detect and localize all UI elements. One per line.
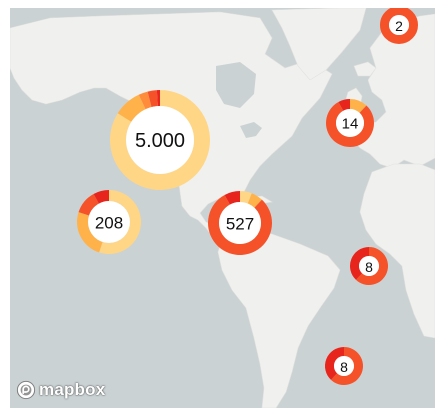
cluster-count-label: 8 bbox=[340, 359, 348, 375]
cluster-segment bbox=[350, 99, 367, 113]
cluster-marker-western-europe[interactable]: 14 bbox=[326, 99, 375, 147]
landmass-greenland bbox=[271, 8, 367, 81]
cluster-count-label: 5.000 bbox=[135, 130, 185, 152]
cluster-segment bbox=[99, 190, 141, 254]
cluster-count-label: 14 bbox=[342, 116, 359, 133]
cluster-segment bbox=[240, 191, 252, 204]
cluster-count-label: 2 bbox=[395, 18, 403, 34]
cluster-segment bbox=[247, 193, 262, 208]
mapbox-wordmark: mapbox bbox=[39, 380, 106, 399]
cluster-center bbox=[359, 256, 379, 276]
great-lakes bbox=[240, 122, 262, 138]
cluster-segment bbox=[76, 212, 103, 253]
cluster-segment bbox=[93, 190, 109, 204]
cluster-marker-central-america[interactable]: 527 bbox=[208, 191, 272, 255]
cluster-center bbox=[389, 15, 409, 35]
cluster-segment bbox=[109, 90, 211, 190]
cluster-marker-north-pacific[interactable]: 5.000 bbox=[109, 90, 211, 190]
landmass-africa bbox=[359, 163, 435, 339]
cluster-center bbox=[126, 106, 194, 174]
cluster-marker-south-atlantic-north[interactable]: 8 bbox=[350, 247, 388, 285]
cluster-segment bbox=[330, 347, 364, 385]
cluster-center bbox=[219, 202, 261, 244]
cluster-segment bbox=[325, 347, 344, 380]
cluster-layer: 5.000 208 527 14 2 8 8 bbox=[76, 8, 418, 385]
cluster-segment bbox=[355, 247, 388, 285]
cluster-segment bbox=[380, 8, 418, 44]
cluster-center bbox=[88, 201, 130, 243]
cluster-segment bbox=[117, 94, 146, 122]
basemap[interactable]: 5.000 208 527 14 2 8 8 bbox=[10, 8, 435, 408]
cluster-center bbox=[336, 109, 364, 137]
cluster-segment bbox=[78, 193, 99, 216]
cluster-marker-mid-pacific[interactable]: 208 bbox=[76, 190, 141, 254]
landmass-south-america bbox=[217, 229, 341, 408]
cluster-center bbox=[334, 356, 354, 376]
cluster-segment bbox=[138, 91, 152, 110]
cluster-count-label: 8 bbox=[365, 259, 373, 275]
cluster-segment bbox=[156, 90, 160, 107]
cluster-segment bbox=[350, 247, 369, 280]
map-attribution[interactable]: mapbox bbox=[16, 380, 105, 400]
mapbox-logo-icon bbox=[16, 380, 36, 400]
map-canvas[interactable]: 5.000 208 527 14 2 8 8 mapbox bbox=[10, 8, 435, 408]
cluster-segment bbox=[208, 194, 272, 255]
cluster-marker-south-atlantic-south[interactable]: 8 bbox=[325, 347, 364, 385]
cluster-segment bbox=[338, 99, 350, 111]
hudson-bay bbox=[216, 62, 256, 108]
cluster-segment bbox=[326, 101, 375, 147]
cluster-count-label: 208 bbox=[95, 214, 123, 233]
cluster-marker-scandinavia[interactable]: 2 bbox=[380, 8, 418, 44]
cluster-segment bbox=[147, 90, 158, 108]
cluster-segment bbox=[224, 191, 240, 205]
cluster-count-label: 527 bbox=[226, 215, 254, 234]
